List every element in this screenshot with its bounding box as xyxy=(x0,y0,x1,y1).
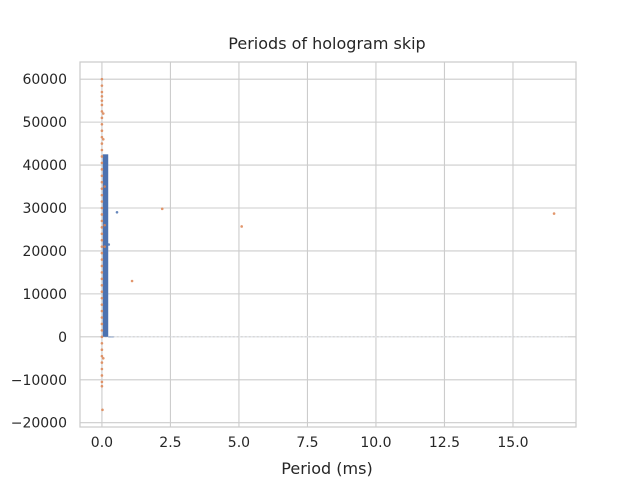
scatter-point xyxy=(100,335,104,339)
scatter-series xyxy=(100,77,556,412)
scatter-point xyxy=(115,210,119,214)
scatter-point xyxy=(100,384,104,388)
x-tick-label: 12.5 xyxy=(429,435,460,451)
scatter-point xyxy=(100,361,104,364)
scatter-point xyxy=(100,142,104,145)
scatter-point xyxy=(100,116,104,120)
scatter-point xyxy=(100,77,104,81)
y-tick-label: 0 xyxy=(58,330,67,346)
histogram-bar xyxy=(108,336,114,338)
x-tick-label: 0.0 xyxy=(91,435,113,451)
histogram-series xyxy=(102,154,568,338)
y-axis-ticks: −20000 −10000 0 10000 20000 30000 40000 50000 60… xyxy=(11,72,67,432)
scatter-point xyxy=(100,180,104,184)
plot-background xyxy=(80,62,576,427)
scatter-point xyxy=(100,341,104,345)
x-axis-ticks: 0.0 2.5 5.0 7.5 10.0 12.5 15.0 xyxy=(91,435,529,451)
scatter-point xyxy=(100,103,104,107)
y-tick-label: 50000 xyxy=(22,115,67,131)
scatter-point xyxy=(101,112,105,115)
scatter-point xyxy=(100,309,104,313)
x-axis-label: Period (ms) xyxy=(281,459,372,478)
scatter-point xyxy=(101,408,104,412)
axes-frame xyxy=(79,61,577,428)
scatter-point xyxy=(101,137,105,141)
y-tick-label: 60000 xyxy=(22,72,67,88)
scatter-point xyxy=(100,90,104,94)
scatter-point xyxy=(100,329,104,332)
scatter-point xyxy=(100,174,104,178)
scatter-point xyxy=(100,122,104,126)
scatter-point xyxy=(100,206,104,210)
x-tick-label: 15.0 xyxy=(497,435,528,451)
scatter-point xyxy=(100,200,104,203)
x-tick-label: 2.5 xyxy=(159,435,181,451)
x-tick-label: 10.0 xyxy=(360,435,391,451)
scatter-point xyxy=(100,290,104,294)
scatter-point xyxy=(100,129,104,133)
scatter-point xyxy=(100,213,104,216)
scatter-point xyxy=(103,223,106,227)
scatter-point xyxy=(100,316,104,319)
scatter-point xyxy=(100,296,104,300)
scatter-point xyxy=(100,277,104,281)
scatter-point xyxy=(100,99,104,102)
scatter-point xyxy=(100,264,104,268)
scatter-point xyxy=(240,225,243,228)
y-tick-label: 20000 xyxy=(22,244,67,260)
scatter-point xyxy=(100,348,104,352)
scatter-point xyxy=(100,148,104,152)
scatter-point xyxy=(100,238,104,242)
scatter-point xyxy=(100,271,104,274)
scatter-point xyxy=(100,155,104,158)
scatter-point xyxy=(552,212,556,215)
scatter-point xyxy=(100,84,104,87)
scatter-point xyxy=(100,232,104,236)
chart-title: Periods of hologram skip xyxy=(228,34,425,53)
scatter-point xyxy=(100,303,104,306)
scatter-point xyxy=(103,185,106,188)
y-tick-label: 10000 xyxy=(22,287,67,303)
scatter-point xyxy=(100,168,104,171)
scatter-point xyxy=(100,322,104,326)
scatter-point xyxy=(100,245,104,248)
scatter-point xyxy=(100,193,104,197)
scatter-point xyxy=(101,356,105,360)
scatter-point xyxy=(100,354,104,358)
scatter-point xyxy=(100,251,104,255)
y-tick-label: −20000 xyxy=(11,416,67,432)
x-tick-label: 5.0 xyxy=(228,435,250,451)
scatter-point xyxy=(100,374,104,377)
y-tick-label: 30000 xyxy=(22,201,67,217)
scatter-point xyxy=(100,226,104,229)
scatter-point xyxy=(100,380,104,384)
scatter-point xyxy=(100,187,104,190)
scatter-point xyxy=(103,245,106,248)
scatter-point xyxy=(100,95,104,98)
axes-border xyxy=(79,61,577,428)
y-tick-label: −10000 xyxy=(11,373,67,389)
x-tick-label: 7.5 xyxy=(296,435,318,451)
histogram-bar xyxy=(102,154,109,337)
scatter-point xyxy=(100,367,104,371)
scatter-point xyxy=(160,207,164,211)
scatter-point xyxy=(100,161,104,165)
scatter-point xyxy=(100,135,104,139)
scatter-point xyxy=(100,258,104,261)
scatter-point xyxy=(130,279,134,283)
scatter-point xyxy=(100,219,104,223)
scatter-point xyxy=(100,283,104,287)
y-tick-label: 40000 xyxy=(22,158,67,174)
plot-area xyxy=(80,62,576,427)
scatter-point xyxy=(100,110,104,113)
scatter-point xyxy=(107,243,111,246)
